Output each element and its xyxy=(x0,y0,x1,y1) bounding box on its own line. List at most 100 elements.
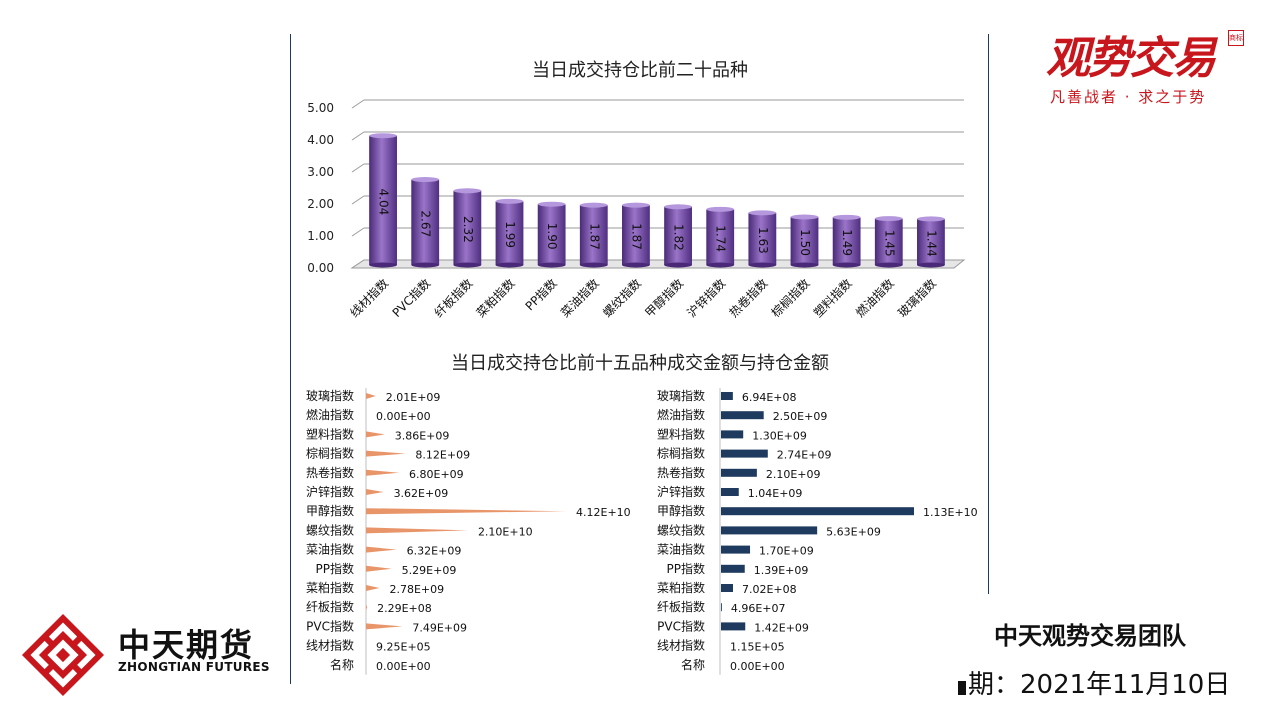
chart1-category-label: 螺纹指数 xyxy=(599,276,644,321)
chart1-category-label: 菜粕指数 xyxy=(473,276,518,321)
chart2-category-label: 燃油指数 xyxy=(657,407,705,422)
chart1-category-label: 沪锌指数 xyxy=(684,276,729,321)
chart1-category-label: PP指数 xyxy=(522,276,560,314)
chart2-bar-2 xyxy=(721,430,744,439)
chart1-bar xyxy=(369,135,397,265)
chart1-bar-top xyxy=(411,177,440,183)
chart1-category-label: 燃油指数 xyxy=(852,276,897,321)
report-date-text: 期：2021年11月10日 xyxy=(968,670,1231,700)
chart1-bar xyxy=(917,218,945,265)
chart1-category-label: PVC指数 xyxy=(389,276,433,320)
chart1-bar-base xyxy=(706,262,735,268)
chart1-bar xyxy=(537,204,566,265)
chart2-value-label-2: 1.30E+09 xyxy=(752,429,807,442)
chart2-category-label: 热卷指数 xyxy=(657,465,705,480)
right-divider xyxy=(988,34,989,594)
chart2-bar-1 xyxy=(366,546,397,553)
chart1-category-label: 热卷指数 xyxy=(726,276,771,321)
chart2-bar-1 xyxy=(366,489,384,495)
chart1-bar xyxy=(664,206,692,265)
chart1-bar-top xyxy=(832,214,861,220)
chart2-bar-1 xyxy=(366,508,566,515)
date-mark-icon xyxy=(958,681,966,695)
chart1-value-label: 1.87 xyxy=(629,223,643,250)
chart1-grid-diag xyxy=(351,131,365,141)
chart2-value-label-2: 1.15E+05 xyxy=(730,641,785,654)
chart2-category-label: PP指数 xyxy=(667,561,705,576)
chart1-ytick-label: 2.00 xyxy=(307,197,334,211)
chart1-ytick-label: 0.00 xyxy=(307,261,334,275)
chart2-value-label-2: 4.96E+07 xyxy=(731,602,786,615)
chart2-category-label: 甲醇指数 xyxy=(657,503,705,518)
chart1-value-label: 1.87 xyxy=(587,223,601,250)
chart1-bar-top xyxy=(537,201,566,207)
chart2-category-label: 棕榈指数 xyxy=(306,446,354,461)
report-date: 期：2021年11月10日 xyxy=(958,664,1230,701)
chart1-bar-base xyxy=(453,262,482,268)
chart1-bar-base xyxy=(495,262,524,268)
chart2-value-label-1: 5.29E+09 xyxy=(402,564,457,577)
chart2-value-label-2: 2.10E+09 xyxy=(766,468,821,481)
chart2-value-label-1: 6.80E+09 xyxy=(409,468,464,481)
chart2-bar-1 xyxy=(366,469,400,476)
chart1-value-label: 1.45 xyxy=(882,230,896,257)
brand-seal: 商标 xyxy=(1228,30,1244,46)
chart2-value-label-1: 4.12E+10 xyxy=(576,506,631,519)
chart1-title: 当日成交持仓比前二十品种 xyxy=(532,60,748,81)
chart1-category-label: 甲醇指数 xyxy=(642,276,687,321)
chart2-bar-1 xyxy=(366,450,406,457)
chart1-bar-top xyxy=(917,216,945,222)
chart2-bar-2 xyxy=(721,507,914,516)
chart1-bar-top xyxy=(790,214,819,220)
chart2-category-label: 菜粕指数 xyxy=(306,580,354,595)
chart2-value-label-2: 0.00E+00 xyxy=(730,660,785,673)
chart1-bar-base xyxy=(917,262,945,268)
chart2-value-label-1: 6.32E+09 xyxy=(407,545,462,558)
chart1-grid-diag xyxy=(351,227,365,237)
chart2-value-label-2: 7.02E+08 xyxy=(742,583,797,596)
chart1-value-label: 1.44 xyxy=(924,230,938,257)
chart2-bar-1 xyxy=(366,393,376,399)
chart1-bar-base xyxy=(790,262,819,268)
chart2-bar-2 xyxy=(721,564,745,573)
chart2-bar-2 xyxy=(721,584,733,592)
chart2-category-label: 沪锌指数 xyxy=(306,484,354,499)
chart2-category-label: 纤板指数 xyxy=(657,599,705,614)
chart1-bar-base xyxy=(664,262,692,268)
chart2-category-label: PVC指数 xyxy=(306,618,354,633)
chart2-category-label: 线材指数 xyxy=(306,638,354,653)
chart1-category-label: 塑料指数 xyxy=(810,276,855,321)
left-divider xyxy=(290,34,291,684)
chart2-bar-2 xyxy=(721,411,764,420)
chart1-bar-top xyxy=(664,204,692,210)
chart1-bar xyxy=(453,190,482,265)
chart2-bar-1 xyxy=(366,565,392,572)
chart2-bar-2 xyxy=(721,392,733,400)
chart1-bar xyxy=(622,205,650,265)
chart2-title: 当日成交持仓比前十五品种成交金额与持仓金额 xyxy=(451,353,829,374)
top-bar-chart: 当日成交持仓比前二十品种 0.00 1.00 2.00 3.00 4.00 5.00 4.04… xyxy=(307,60,966,321)
chart1-bar-top xyxy=(622,202,650,208)
chart2-bar-1 xyxy=(366,604,368,611)
chart1-value-label: 2.32 xyxy=(461,216,475,243)
chart2-category-label: PVC指数 xyxy=(657,618,705,633)
chart2-value-label-1: 0.00E+00 xyxy=(376,660,431,673)
chart1-bar-base xyxy=(411,262,440,268)
chart2-value-label-1: 2.01E+09 xyxy=(386,391,441,404)
chart2-category-label: 玻璃指数 xyxy=(306,388,354,403)
chart1-value-label: 1.49 xyxy=(840,229,854,256)
chart1-value-label: 1.63 xyxy=(756,227,770,254)
chart1-bar xyxy=(495,201,524,265)
chart1-bar-top xyxy=(706,206,735,212)
chart2-value-label-2: 2.50E+09 xyxy=(773,410,828,423)
chart2-category-label: 菜油指数 xyxy=(657,542,705,557)
chart1-bar-top xyxy=(369,133,397,139)
chart2-category-label: 名称 xyxy=(681,657,705,672)
chart1-value-label: 2.67 xyxy=(419,210,433,237)
chart2-value-label-2: 6.94E+08 xyxy=(742,391,797,404)
chart1-value-label: 1.50 xyxy=(798,229,812,256)
chart1-ytick-label: 5.00 xyxy=(307,101,334,115)
chart1-value-label: 1.90 xyxy=(545,223,559,250)
team-name: 中天观势交易团队 xyxy=(994,622,1186,650)
chart2-value-label-1: 8.12E+09 xyxy=(415,449,470,462)
